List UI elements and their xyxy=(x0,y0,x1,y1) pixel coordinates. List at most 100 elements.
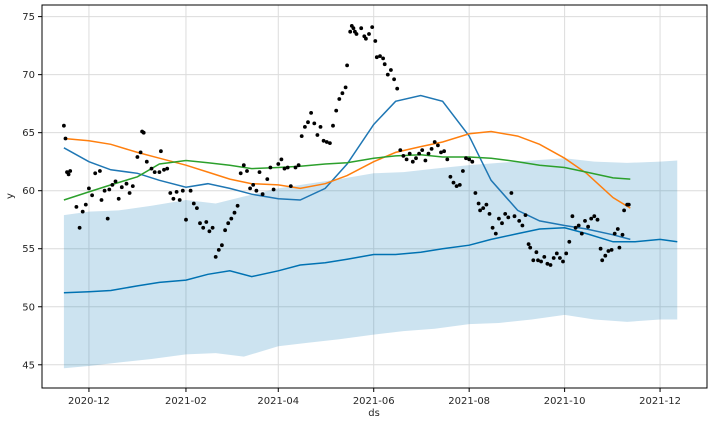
observed-point xyxy=(493,231,498,236)
observed-point xyxy=(490,225,495,230)
observed-point xyxy=(598,246,603,251)
observed-point xyxy=(62,123,66,128)
observed-point xyxy=(306,120,310,125)
observed-point xyxy=(536,258,540,263)
observed-point xyxy=(586,224,590,229)
observed-point xyxy=(204,220,209,224)
observed-point xyxy=(135,155,140,159)
observed-point xyxy=(63,136,68,141)
observed-points-layer xyxy=(62,24,631,267)
observed-point xyxy=(603,253,608,258)
observed-point xyxy=(545,261,550,266)
observed-point xyxy=(144,159,149,164)
observed-point xyxy=(184,217,188,222)
observed-point xyxy=(340,91,345,96)
observed-point xyxy=(392,77,396,82)
observed-point xyxy=(348,29,353,34)
y-tick-label: 60 xyxy=(22,186,35,197)
observed-point xyxy=(343,85,348,90)
observed-point xyxy=(564,251,569,256)
observed-point xyxy=(303,125,307,129)
series_orange-line xyxy=(63,130,631,209)
observed-point xyxy=(595,217,600,222)
observed-point xyxy=(448,174,453,179)
observed-point xyxy=(570,214,575,219)
y-tick-label: 55 xyxy=(22,244,35,255)
observed-point xyxy=(276,162,281,166)
observed-point xyxy=(442,149,446,154)
observed-point xyxy=(420,148,425,153)
observed-point xyxy=(364,36,368,41)
observed-point xyxy=(238,171,243,176)
series_green-line xyxy=(63,153,631,201)
observed-point xyxy=(561,259,565,264)
observed-point xyxy=(138,150,143,155)
observed-point xyxy=(220,243,224,248)
observed-point xyxy=(503,212,508,216)
observed-point xyxy=(500,221,504,226)
observed-point xyxy=(157,170,162,175)
observed-point xyxy=(119,185,124,190)
y-tick-label: 65 xyxy=(22,128,35,139)
x-tick-label: 2021-12 xyxy=(639,396,681,407)
observed-point xyxy=(407,151,412,156)
observed-point xyxy=(467,157,472,162)
observed-point xyxy=(107,187,112,192)
observed-point xyxy=(476,201,481,206)
observed-point xyxy=(622,208,626,213)
observed-point xyxy=(260,192,265,197)
observed-point xyxy=(548,263,553,267)
observed-point xyxy=(478,208,482,213)
observed-point xyxy=(188,188,193,193)
observed-point xyxy=(226,221,231,226)
y-tick-label: 50 xyxy=(22,302,35,313)
observed-point xyxy=(600,258,605,263)
observed-point xyxy=(116,196,121,201)
x-tick-label: 2021-10 xyxy=(544,396,586,407)
x-tick-label: 2021-02 xyxy=(165,396,207,407)
observed-point xyxy=(149,166,154,171)
observed-point xyxy=(567,239,572,244)
observed-point xyxy=(520,223,525,228)
uncertainty-interval-band xyxy=(63,158,678,369)
observed-point xyxy=(337,97,342,101)
observed-point xyxy=(159,149,163,154)
observed-point xyxy=(617,245,622,250)
observed-point xyxy=(457,183,462,187)
observed-point xyxy=(439,150,443,155)
y-axis-label: y xyxy=(5,193,16,199)
observed-point xyxy=(174,190,179,194)
observed-point xyxy=(254,188,259,193)
forecast-line xyxy=(63,227,678,294)
observed-point xyxy=(110,183,115,187)
observed-point xyxy=(99,198,104,202)
observed-point xyxy=(98,169,102,173)
observed-point xyxy=(609,248,614,252)
observed-point xyxy=(152,170,157,175)
observed-point xyxy=(195,206,199,211)
observed-point xyxy=(130,184,135,189)
observed-point xyxy=(523,213,528,218)
observed-point xyxy=(436,143,440,148)
observed-point xyxy=(265,177,270,182)
y-tick-label: 45 xyxy=(22,360,35,371)
observed-point xyxy=(83,202,88,207)
plot-frame xyxy=(41,4,708,389)
observed-point xyxy=(592,214,597,219)
observed-point xyxy=(487,212,492,216)
observed-point xyxy=(398,148,403,153)
observed-point xyxy=(461,169,465,173)
observed-point xyxy=(534,250,539,255)
observed-point xyxy=(374,55,379,60)
observed-point xyxy=(90,193,94,198)
observed-point xyxy=(68,169,73,173)
observed-point xyxy=(426,151,431,156)
observed-point xyxy=(445,157,450,162)
observed-point xyxy=(198,221,202,226)
observed-point xyxy=(334,108,339,113)
observed-point xyxy=(473,191,478,195)
observed-point xyxy=(328,141,332,146)
observed-point xyxy=(381,56,385,61)
observed-point xyxy=(576,223,581,228)
